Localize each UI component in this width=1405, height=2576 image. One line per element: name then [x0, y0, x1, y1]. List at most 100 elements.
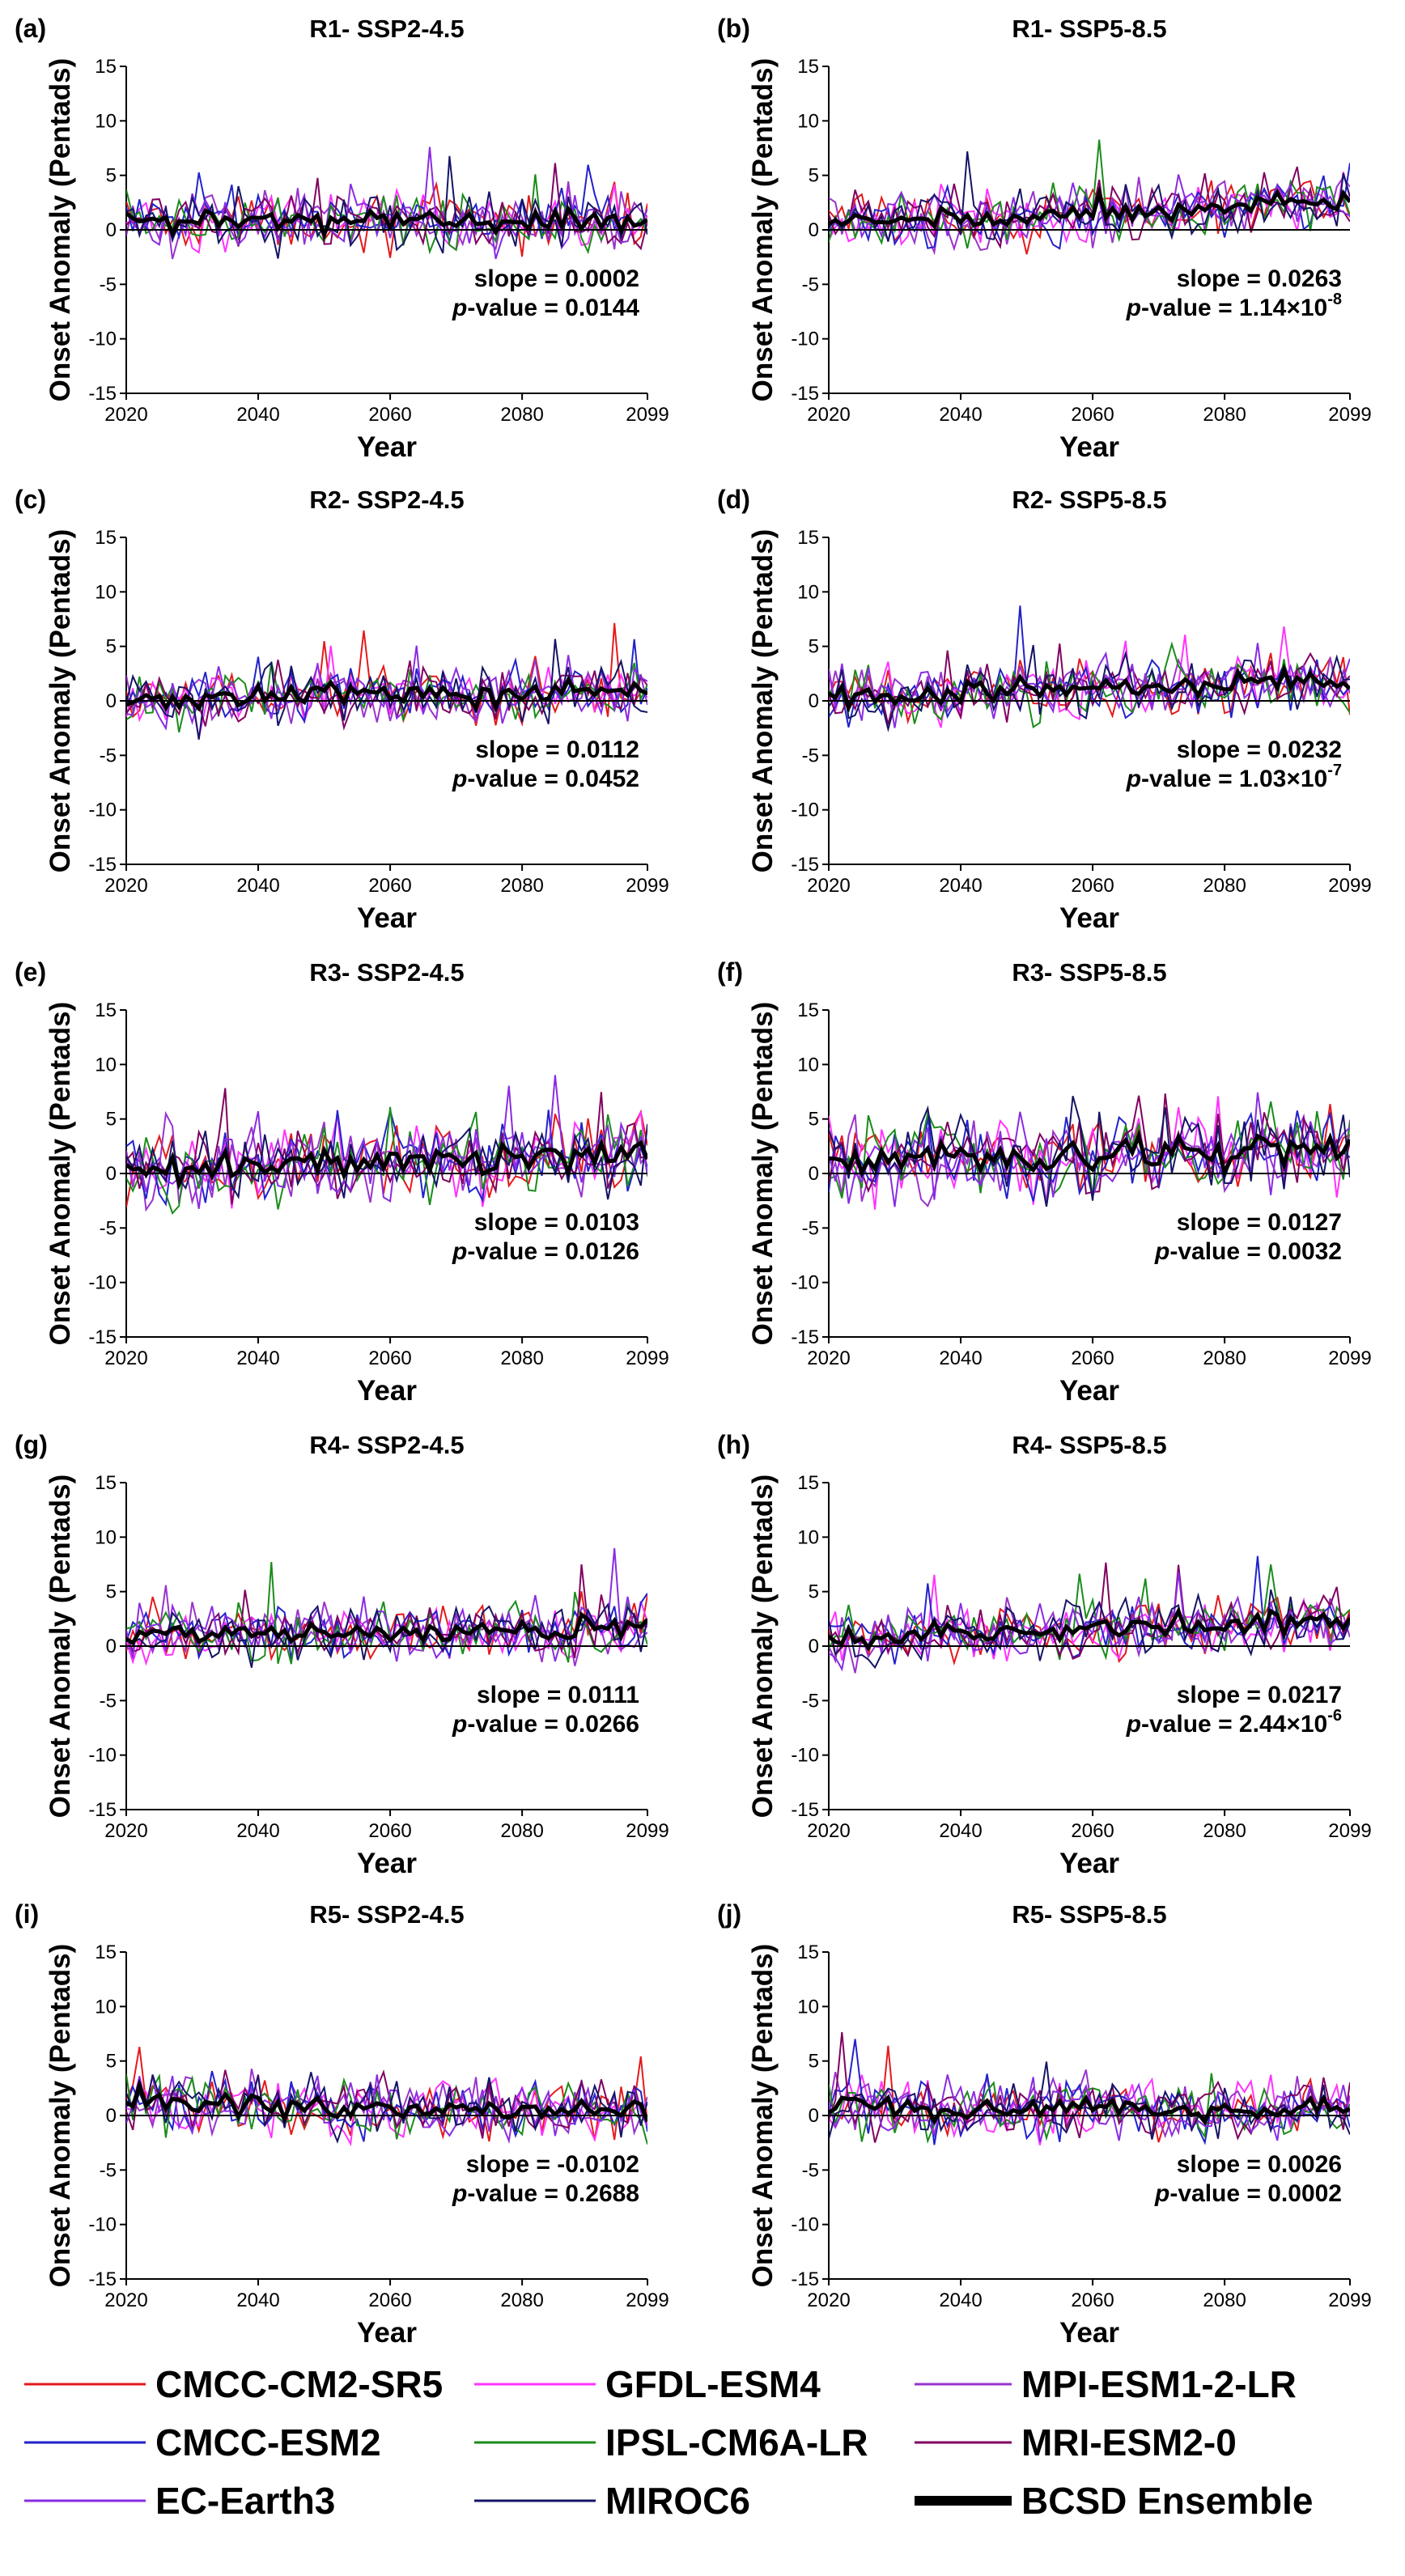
- p-symbol: p: [1154, 2180, 1169, 2207]
- p-exponent: -6: [1327, 1707, 1342, 1725]
- y-tick-label: -10: [88, 1745, 117, 1767]
- panel-title: R1- SSP5-8.5: [1012, 15, 1166, 43]
- legend-label: CMCC-ESM2: [155, 2421, 381, 2464]
- legend: CMCC-CM2-SR5 GFDL-ESM4 MPI-ESM1-2-LR CMCC-E…: [24, 2363, 1313, 2522]
- legend-item: MPI-ESM1-2-LR: [915, 2363, 1297, 2405]
- y-tick-label: 0: [809, 2105, 819, 2127]
- y-tick-label: -15: [88, 1326, 117, 1348]
- legend-label: IPSL-CM6A-LR: [605, 2421, 868, 2464]
- x-tick-label: 2040: [939, 1820, 982, 1842]
- y-tick-label: 0: [809, 1163, 819, 1185]
- series-mri-esm2-0: [126, 1088, 647, 1205]
- y-tick-label: -5: [100, 274, 117, 295]
- y-axis-label: Onset Anomaly (Pentads): [45, 1475, 76, 1818]
- p-symbol: p: [1154, 1238, 1169, 1265]
- panel-label: (b): [717, 14, 750, 43]
- series-ipsl-cm6a-lr: [126, 1562, 647, 1665]
- x-axis-label: Year: [1059, 1848, 1119, 1879]
- panel-label: (g): [15, 1430, 48, 1459]
- x-axis-label: Year: [1059, 1375, 1119, 1407]
- y-tick-label: -5: [100, 1217, 117, 1239]
- x-tick-label: 2020: [104, 1820, 147, 1842]
- x-tick-label: 2040: [939, 875, 982, 897]
- y-tick-label: -5: [802, 274, 819, 295]
- y-tick-label: -10: [791, 2214, 819, 2236]
- p-exponent: -8: [1327, 291, 1342, 308]
- series-bcsd-ensemble: [829, 1129, 1350, 1179]
- y-tick-label: 0: [106, 690, 117, 712]
- y-tick-label: 15: [797, 56, 819, 78]
- series-group: [126, 622, 647, 740]
- series-mri-esm2-0: [829, 166, 1350, 249]
- y-tick-label: -5: [802, 1690, 819, 1712]
- x-tick-label: 2099: [626, 1347, 669, 1369]
- x-tick-label: 2060: [1071, 1347, 1114, 1369]
- panel-label: (j): [717, 1899, 741, 1929]
- legend-label: MRI-ESM2-0: [1021, 2421, 1237, 2464]
- series-mpi-esm1-2-lr: [829, 2069, 1350, 2139]
- x-tick-label: 2040: [236, 1347, 279, 1369]
- p-value-text: p-value = 0.0266: [452, 1711, 639, 1738]
- legend-item: MRI-ESM2-0: [915, 2421, 1237, 2464]
- x-tick-label: 2020: [104, 1347, 147, 1369]
- series-ec-earth3: [829, 1572, 1350, 1672]
- y-tick-label: -15: [791, 383, 819, 405]
- slope-text: slope = 0.0002: [474, 265, 639, 292]
- p-symbol: p: [1126, 295, 1141, 321]
- x-tick-label: 2020: [807, 404, 850, 426]
- y-tick-label: -15: [88, 1799, 117, 1821]
- legend-label: GFDL-ESM4: [605, 2363, 821, 2405]
- panel-label: (i): [15, 1899, 39, 1929]
- x-tick-label: 2099: [626, 2290, 669, 2311]
- p-symbol: p: [452, 295, 467, 321]
- panel-title: R1- SSP2-4.5: [309, 15, 464, 43]
- x-tick-label: 2020: [807, 875, 850, 897]
- x-tick-label: 2099: [1328, 1347, 1371, 1369]
- x-tick-label: 2099: [1328, 1820, 1371, 1842]
- series-ec-earth3: [126, 1547, 647, 1662]
- y-tick-label: -10: [88, 329, 117, 350]
- x-tick-label: 2040: [236, 404, 279, 426]
- x-tick-label: 2080: [500, 1820, 543, 1842]
- slope-text: slope = 0.0263: [1177, 265, 1342, 292]
- legend-label: MIROC6: [605, 2480, 750, 2522]
- p-value-text: p-value = 2.44×10-6: [1126, 1707, 1342, 1738]
- x-axis-label: Year: [357, 1848, 417, 1879]
- y-tick-label: -15: [88, 383, 117, 405]
- x-tick-label: 2060: [1071, 404, 1114, 426]
- panel-title: R5- SSP2-4.5: [309, 1900, 464, 1929]
- series-miroc6: [829, 151, 1350, 242]
- p-symbol: p: [452, 1711, 467, 1738]
- y-tick-label: 5: [809, 1109, 819, 1131]
- y-tick-label: 15: [797, 527, 819, 549]
- series-group: [829, 2031, 1350, 2145]
- y-tick-label: 15: [95, 999, 117, 1021]
- x-tick-label: 2040: [939, 2290, 982, 2311]
- p-value-text: p-value = 1.14×10-8: [1126, 291, 1342, 321]
- panel-label: (f): [717, 957, 743, 987]
- slope-text: slope = 0.0026: [1177, 2151, 1342, 2178]
- p-value: -value = 0.0266: [467, 1711, 639, 1738]
- y-axis-label: Onset Anomaly (Pentads): [45, 1944, 76, 2288]
- p-value-text: p-value = 0.2688: [452, 2180, 639, 2207]
- y-tick-label: 15: [797, 1942, 819, 1963]
- y-tick-label: 5: [106, 1581, 117, 1603]
- x-tick-label: 2099: [626, 1820, 669, 1842]
- x-tick-label: 2080: [1203, 2290, 1246, 2311]
- legend-label: BCSD Ensemble: [1021, 2480, 1313, 2522]
- x-tick-label: 2080: [500, 2290, 543, 2311]
- panel-label: (c): [15, 485, 46, 514]
- y-axis-label: Onset Anomaly (Pentads): [45, 1002, 76, 1346]
- legend-label: EC-Earth3: [155, 2480, 335, 2522]
- y-tick-label: -10: [88, 2214, 117, 2236]
- y-tick-label: 15: [797, 999, 819, 1021]
- y-tick-label: 15: [797, 1472, 819, 1494]
- y-tick-label: 15: [95, 1942, 117, 1963]
- y-tick-label: -15: [791, 1326, 819, 1348]
- slope-text: slope = 0.0127: [1177, 1209, 1342, 1236]
- y-axis-label: Onset Anomaly (Pentads): [747, 1475, 779, 1818]
